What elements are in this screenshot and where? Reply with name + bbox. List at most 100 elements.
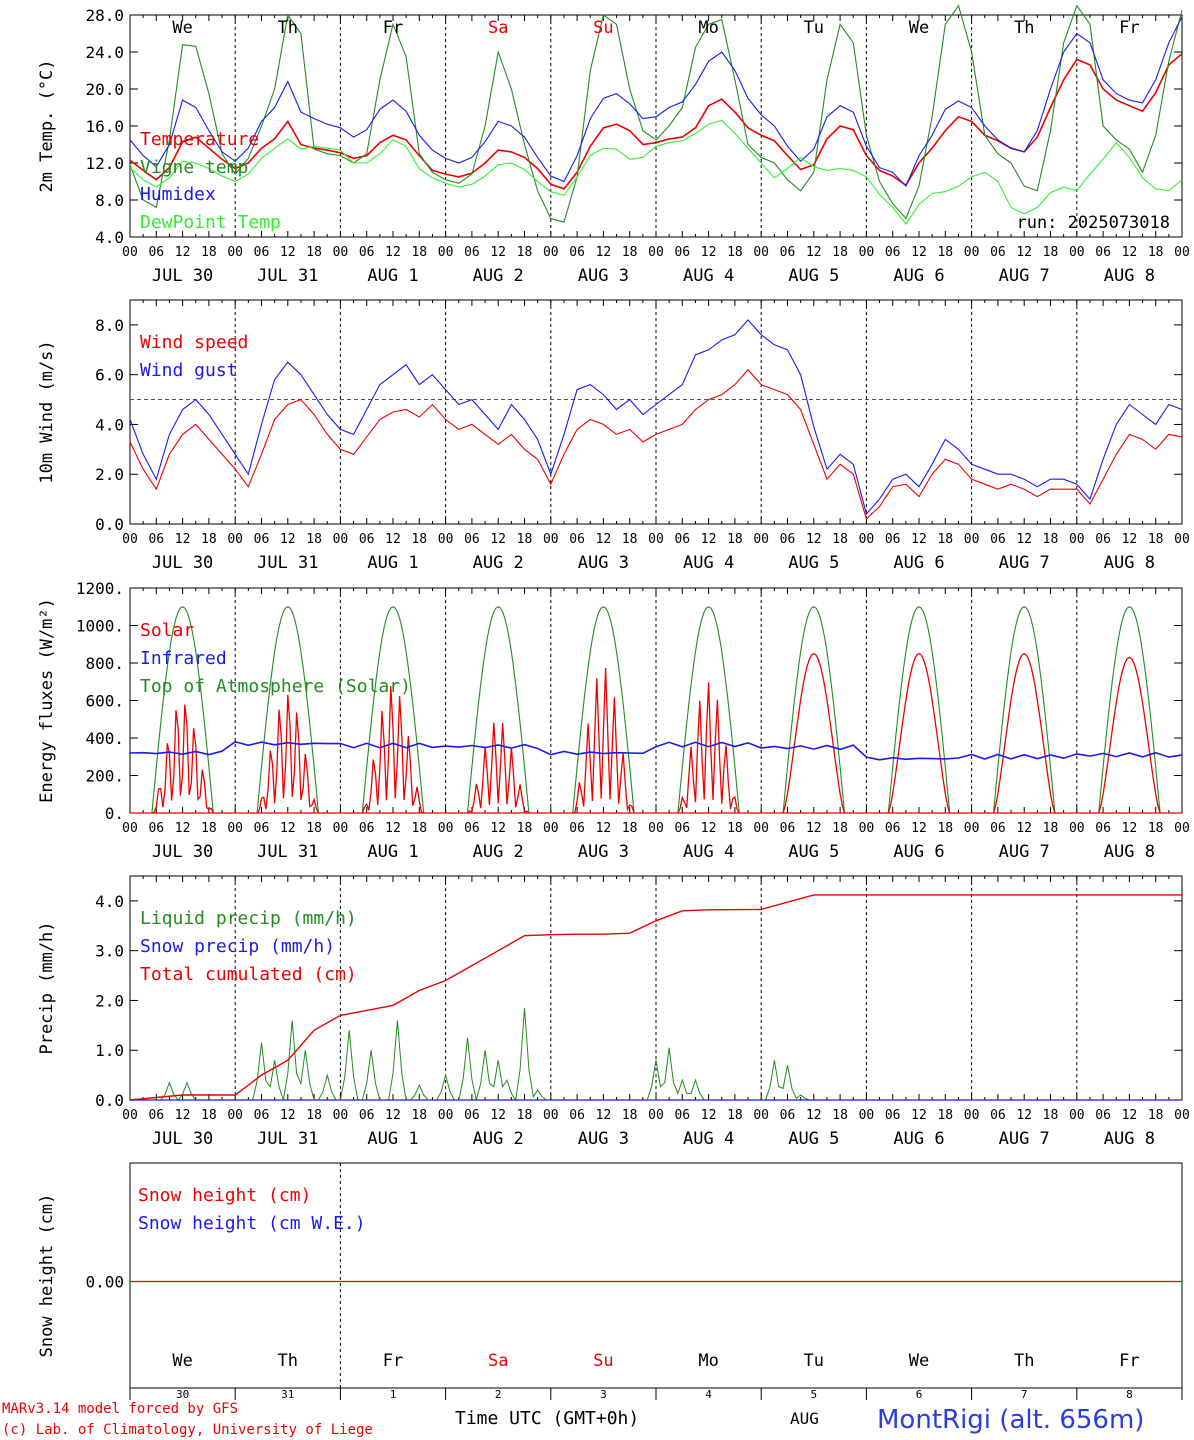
date-label: JUL 30: [152, 1129, 213, 1149]
weekday-label: Sa: [488, 1351, 508, 1371]
hour-tick-label: 00: [543, 245, 559, 260]
hour-tick-label: 18: [832, 821, 848, 836]
hour-tick-label: 18: [411, 532, 427, 547]
y-tick-label: 8.0: [95, 316, 124, 335]
series-line: [782, 652, 846, 814]
hour-tick-label: 06: [990, 1108, 1006, 1123]
y-tick-label: 4.0: [95, 415, 124, 434]
hour-tick-label: 12: [806, 532, 822, 547]
date-label: AUG 1: [367, 553, 418, 573]
date-label: AUG 4: [683, 266, 734, 286]
hour-tick-label: 12: [1016, 821, 1032, 836]
hour-tick-label: 12: [175, 821, 191, 836]
date-label: AUG 6: [893, 553, 944, 573]
y-tick-label: 8.0: [95, 191, 124, 210]
hour-tick-label: 00: [227, 1108, 243, 1123]
weekday-label: Mo: [698, 1351, 718, 1371]
day-number-label: 1: [390, 1388, 397, 1401]
day-number-label: 8: [1126, 1388, 1133, 1401]
hour-tick-label: 00: [438, 532, 454, 547]
date-label: AUG 8: [1104, 553, 1155, 573]
legend-entry: Liquid precip (mm/h): [140, 908, 357, 929]
y-tick-label: 0.: [105, 804, 124, 823]
hour-tick-label: 12: [596, 532, 612, 547]
date-label: JUL 31: [257, 1129, 318, 1149]
series-line: [887, 652, 951, 814]
hour-tick-label: 06: [569, 1108, 585, 1123]
day-number-label: 31: [281, 1388, 294, 1401]
hour-tick-label: 00: [1174, 245, 1190, 260]
hour-tick-label: 12: [701, 245, 717, 260]
day-number-label: 7: [1021, 1388, 1028, 1401]
y-tick-label: 0.0: [95, 1091, 124, 1110]
hour-tick-label: 00: [122, 532, 138, 547]
hour-tick-label: 18: [517, 532, 533, 547]
hour-tick-label: 00: [333, 821, 349, 836]
hour-tick-label: 12: [1122, 821, 1138, 836]
hour-tick-label: 12: [806, 245, 822, 260]
weekday-label: Fr: [383, 1351, 403, 1371]
legend-entry: Infrared: [140, 648, 227, 669]
hour-tick-label: 18: [727, 1108, 743, 1123]
series-line: [887, 606, 951, 814]
hour-tick-label: 18: [306, 245, 322, 260]
legend-entry: Total cumulated (cm): [140, 964, 357, 985]
date-label: AUG 3: [578, 1129, 629, 1149]
date-label: AUG 8: [1104, 1129, 1155, 1149]
hour-tick-label: 18: [622, 821, 638, 836]
day-number-label: 30: [176, 1388, 189, 1401]
day-number-label: 2: [495, 1388, 502, 1401]
hour-tick-label: 00: [964, 532, 980, 547]
hour-tick-label: 00: [1174, 821, 1190, 836]
legend-entry: Vigne temp: [140, 157, 248, 178]
hour-tick-label: 00: [333, 1108, 349, 1123]
hour-tick-label: 06: [464, 1108, 480, 1123]
hour-tick-label: 06: [464, 532, 480, 547]
hour-tick-label: 00: [964, 1108, 980, 1123]
y-axis-label: 10m Wind (m/s): [37, 340, 57, 483]
weekday-label: Fr: [1119, 18, 1139, 38]
weekday-label: Fr: [383, 18, 403, 38]
y-axis-label: Precip (mm/h): [37, 921, 57, 1054]
hour-tick-label: 06: [148, 245, 164, 260]
hour-tick-label: 00: [122, 245, 138, 260]
series-line: [992, 652, 1056, 814]
hour-tick-label: 00: [438, 1108, 454, 1123]
legend-entry: Snow height (cm): [138, 1185, 311, 1206]
hour-tick-label: 00: [333, 532, 349, 547]
date-label: AUG 2: [473, 1129, 524, 1149]
series-line: [151, 606, 214, 814]
hour-tick-label: 18: [517, 821, 533, 836]
series-line: [572, 667, 635, 814]
series-line: [361, 606, 425, 814]
hour-tick-label: 12: [385, 245, 401, 260]
hour-tick-label: 06: [359, 1108, 375, 1123]
legend-entry: Snow height (cm W.E.): [138, 1213, 366, 1234]
hour-tick-label: 12: [701, 1108, 717, 1123]
hour-tick-label: 12: [911, 1108, 927, 1123]
hour-tick-label: 00: [859, 532, 875, 547]
hour-tick-label: 12: [280, 1108, 296, 1123]
hour-tick-label: 00: [648, 532, 664, 547]
date-label: AUG 5: [788, 266, 839, 286]
hour-tick-label: 00: [859, 1108, 875, 1123]
y-tick-label: 6.0: [95, 366, 124, 385]
date-label: AUG 8: [1104, 842, 1155, 862]
series-line: [151, 704, 214, 814]
hour-tick-label: 12: [385, 821, 401, 836]
hour-tick-label: 06: [885, 532, 901, 547]
hour-tick-label: 00: [859, 821, 875, 836]
hour-tick-label: 18: [1043, 1108, 1059, 1123]
hour-tick-label: 06: [990, 821, 1006, 836]
series-line: [467, 722, 530, 814]
hour-tick-label: 12: [175, 1108, 191, 1123]
hour-tick-label: 00: [1069, 1108, 1085, 1123]
y-tick-label: 3.0: [95, 942, 124, 961]
y-tick-label: 24.0: [85, 43, 124, 62]
weekday-label: Su: [593, 1351, 613, 1371]
date-label: AUG 7: [999, 842, 1050, 862]
hour-tick-label: 18: [622, 245, 638, 260]
day-number-label: 4: [705, 1388, 712, 1401]
date-label: AUG 2: [473, 842, 524, 862]
